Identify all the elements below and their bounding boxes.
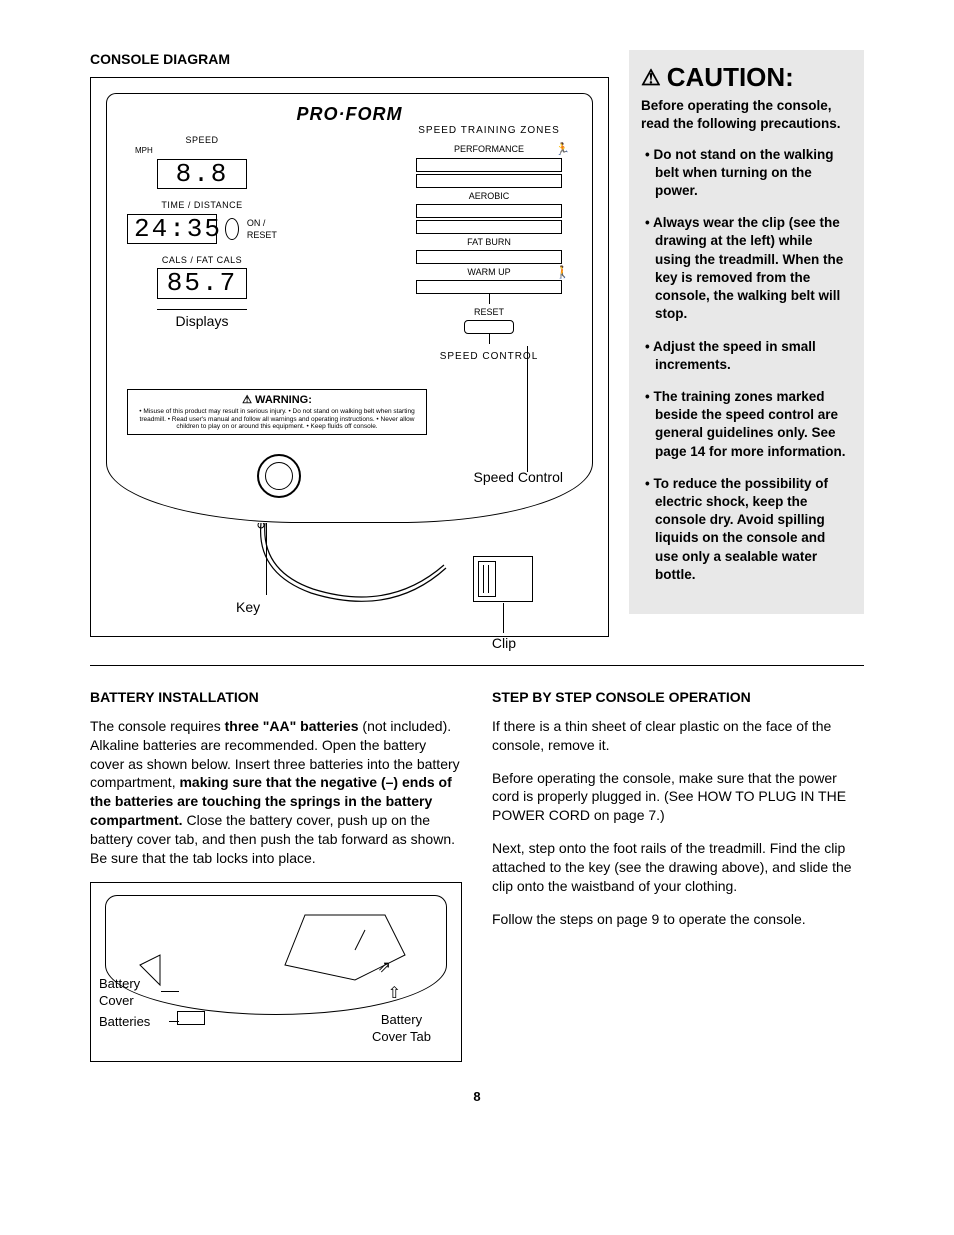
time-display: 24:35 xyxy=(127,214,217,245)
caution-item: Adjust the speed in small increments. xyxy=(641,338,852,374)
annotation-line xyxy=(266,523,267,595)
caution-item: To reduce the possibility of electric sh… xyxy=(641,475,852,584)
page-number: 8 xyxy=(90,1088,864,1106)
warning-panel: ⚠ WARNING: • Misuse of this product may … xyxy=(127,389,427,435)
battery-column: BATTERY INSTALLATION The console require… xyxy=(90,688,462,1062)
zone-performance-label: PERFORMANCE🏃 xyxy=(404,143,574,155)
battery-cover-tab-label: Battery Cover Tab xyxy=(372,1011,431,1046)
operation-paragraph: If there is a thin sheet of clear plasti… xyxy=(492,717,864,755)
cals-display: 85.7 xyxy=(157,268,247,299)
speed-display: 8.8 xyxy=(157,159,247,190)
cals-label: CALS / FAT CALS xyxy=(127,254,277,266)
caution-item: Do not stand on the walking belt when tu… xyxy=(641,146,852,201)
runner-icon: 🏃 xyxy=(555,141,570,157)
warning-body: • Misuse of this product may result in s… xyxy=(134,408,420,431)
warning-title: ⚠ WARNING: xyxy=(134,393,420,408)
operation-paragraph: Follow the steps on page 9 to operate th… xyxy=(492,910,864,929)
caution-intro: Before operating the console, read the f… xyxy=(641,97,852,133)
operation-column: STEP BY STEP CONSOLE OPERATION If there … xyxy=(492,688,864,1062)
battery-icon xyxy=(177,1011,205,1025)
operation-paragraph: Next, step onto the foot rails of the tr… xyxy=(492,839,864,896)
mph-label: MPH xyxy=(127,146,277,157)
walker-icon: 🚶 xyxy=(555,264,570,280)
clip-illustration xyxy=(473,556,533,602)
displays-annotation: Displays xyxy=(157,309,247,331)
key-annotation: Key xyxy=(236,598,260,617)
training-zones-panel: SPEED TRAINING ZONES PERFORMANCE🏃 AEROBI… xyxy=(404,124,574,364)
zone-warmup-label: WARM UP🚶 xyxy=(404,266,574,278)
batteries-label: Batteries xyxy=(99,1013,150,1031)
console-body: PRO·FORM SPEED MPH 8.8 TIME / DISTANCE 2… xyxy=(106,93,593,523)
zone-fatburn-label: FAT BURN xyxy=(404,236,574,248)
connector-line xyxy=(489,294,490,304)
battery-cover-label: Battery Cover xyxy=(99,975,140,1010)
time-distance-label: TIME / DISTANCE xyxy=(127,199,277,211)
speed-label: SPEED xyxy=(127,134,277,146)
battery-heading: BATTERY INSTALLATION xyxy=(90,688,462,707)
annotation-line xyxy=(169,1021,179,1022)
caution-title: ⚠ CAUTION: xyxy=(641,60,852,95)
zones-title: SPEED TRAINING ZONES xyxy=(404,124,574,138)
reset-label: RESET xyxy=(404,306,574,318)
caution-list: Do not stand on the walking belt when tu… xyxy=(641,146,852,585)
caution-item: The training zones marked beside the spe… xyxy=(641,388,852,461)
key-cord-illustration xyxy=(251,523,451,613)
operation-paragraph: Before operating the console, make sure … xyxy=(492,769,864,826)
zone-bar xyxy=(416,174,562,188)
annotation-line xyxy=(503,603,504,633)
reset-button[interactable] xyxy=(464,320,514,334)
battery-paragraph: The console requires three "AA" batterie… xyxy=(90,717,462,868)
clip-annotation: Clip xyxy=(492,634,516,653)
safety-key-socket[interactable] xyxy=(257,454,301,498)
caution-panel: ⚠ CAUTION: Before operating the console,… xyxy=(629,50,864,614)
zone-aerobic-label: AEROBIC xyxy=(404,190,574,202)
caution-item: Always wear the clip (see the drawing at… xyxy=(641,214,852,323)
annotation-line xyxy=(527,346,528,472)
arrow-icon: ⇗ xyxy=(378,957,391,979)
on-reset-button[interactable] xyxy=(225,218,239,240)
on-reset-label: ON / RESET xyxy=(247,217,277,241)
operation-heading: STEP BY STEP CONSOLE OPERATION xyxy=(492,688,864,707)
connector-line xyxy=(489,334,490,344)
zone-bar xyxy=(416,220,562,234)
battery-diagram: ⇗ ⇧ Battery Cover Batteries Battery Cove… xyxy=(90,882,462,1062)
section-divider xyxy=(90,665,864,666)
zone-bar xyxy=(416,158,562,172)
display-panel: SPEED MPH 8.8 TIME / DISTANCE 24:35 ON /… xyxy=(127,134,277,331)
zone-bar xyxy=(416,204,562,218)
speed-control-label: SPEED CONTROL xyxy=(404,350,574,364)
speed-control-annotation: Speed Control xyxy=(473,468,563,487)
warning-icon: ⚠ xyxy=(641,67,661,89)
arrow-icon: ⇧ xyxy=(388,983,401,1005)
brand-logo: PRO·FORM xyxy=(107,102,592,126)
zone-bar xyxy=(416,250,562,264)
console-diagram-heading: CONSOLE DIAGRAM xyxy=(90,50,609,69)
zone-bar xyxy=(416,280,562,294)
console-diagram: PRO·FORM SPEED MPH 8.8 TIME / DISTANCE 2… xyxy=(90,77,609,637)
annotation-line xyxy=(161,991,179,992)
